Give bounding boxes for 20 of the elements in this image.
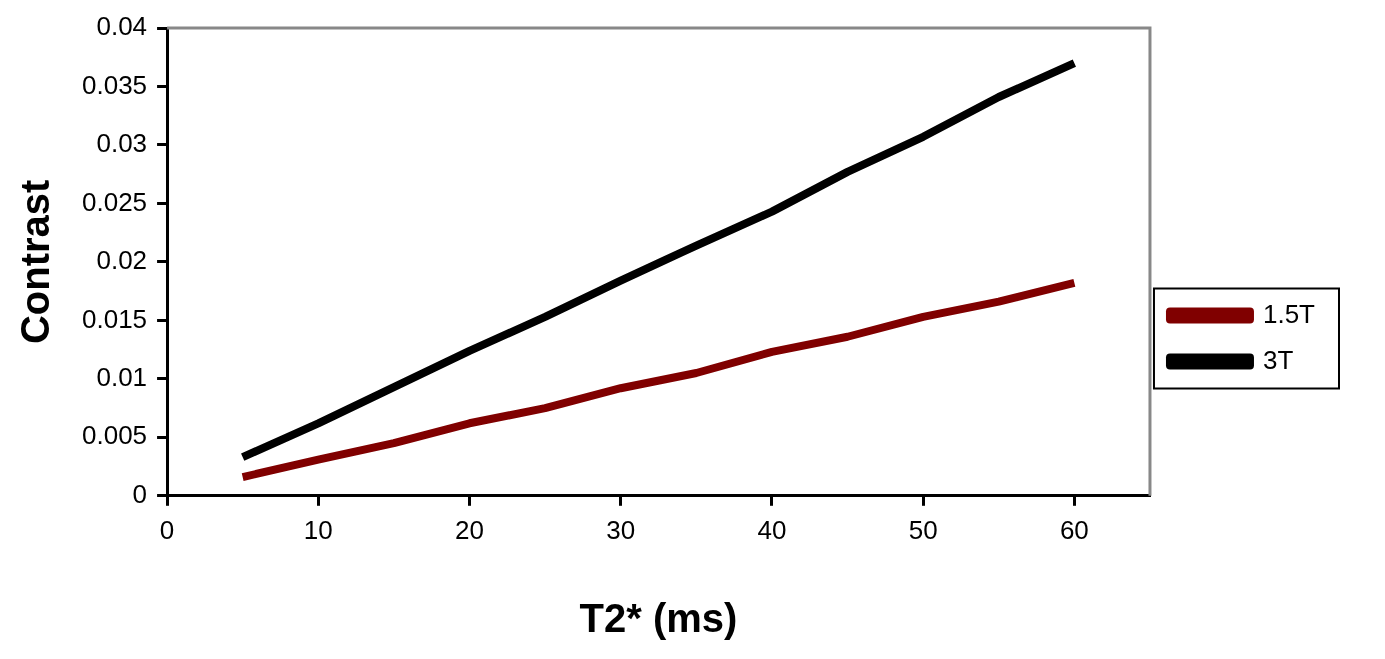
legend-label: 1.5T	[1262, 298, 1316, 329]
x-tick-label: 0	[159, 514, 175, 545]
legend-label: 3T	[1262, 344, 1294, 375]
y-tick-label: 0.025	[81, 186, 148, 217]
x-tick-label: 60	[1059, 514, 1089, 545]
y-axis-title: Contrast	[13, 179, 58, 345]
x-tick-label: 20	[455, 514, 484, 545]
x-tick-label: 30	[606, 514, 636, 545]
y-tick-label: 0.02	[96, 245, 148, 276]
y-tick-label: 0.01	[96, 362, 148, 393]
y-tick-label: 0.015	[81, 303, 148, 334]
x-tick-label: 50	[908, 514, 938, 545]
y-tick-label: 0.04	[96, 11, 148, 42]
y-tick-label: 0.03	[96, 128, 148, 159]
x-axis-title: T2* (ms)	[579, 596, 738, 641]
y-tick-label: 0.005	[81, 420, 148, 451]
y-tick-label: 0	[132, 478, 148, 509]
x-tick-label: 10	[303, 514, 333, 545]
x-tick-label: 40	[757, 514, 787, 545]
y-tick-label: 0.035	[81, 69, 148, 100]
